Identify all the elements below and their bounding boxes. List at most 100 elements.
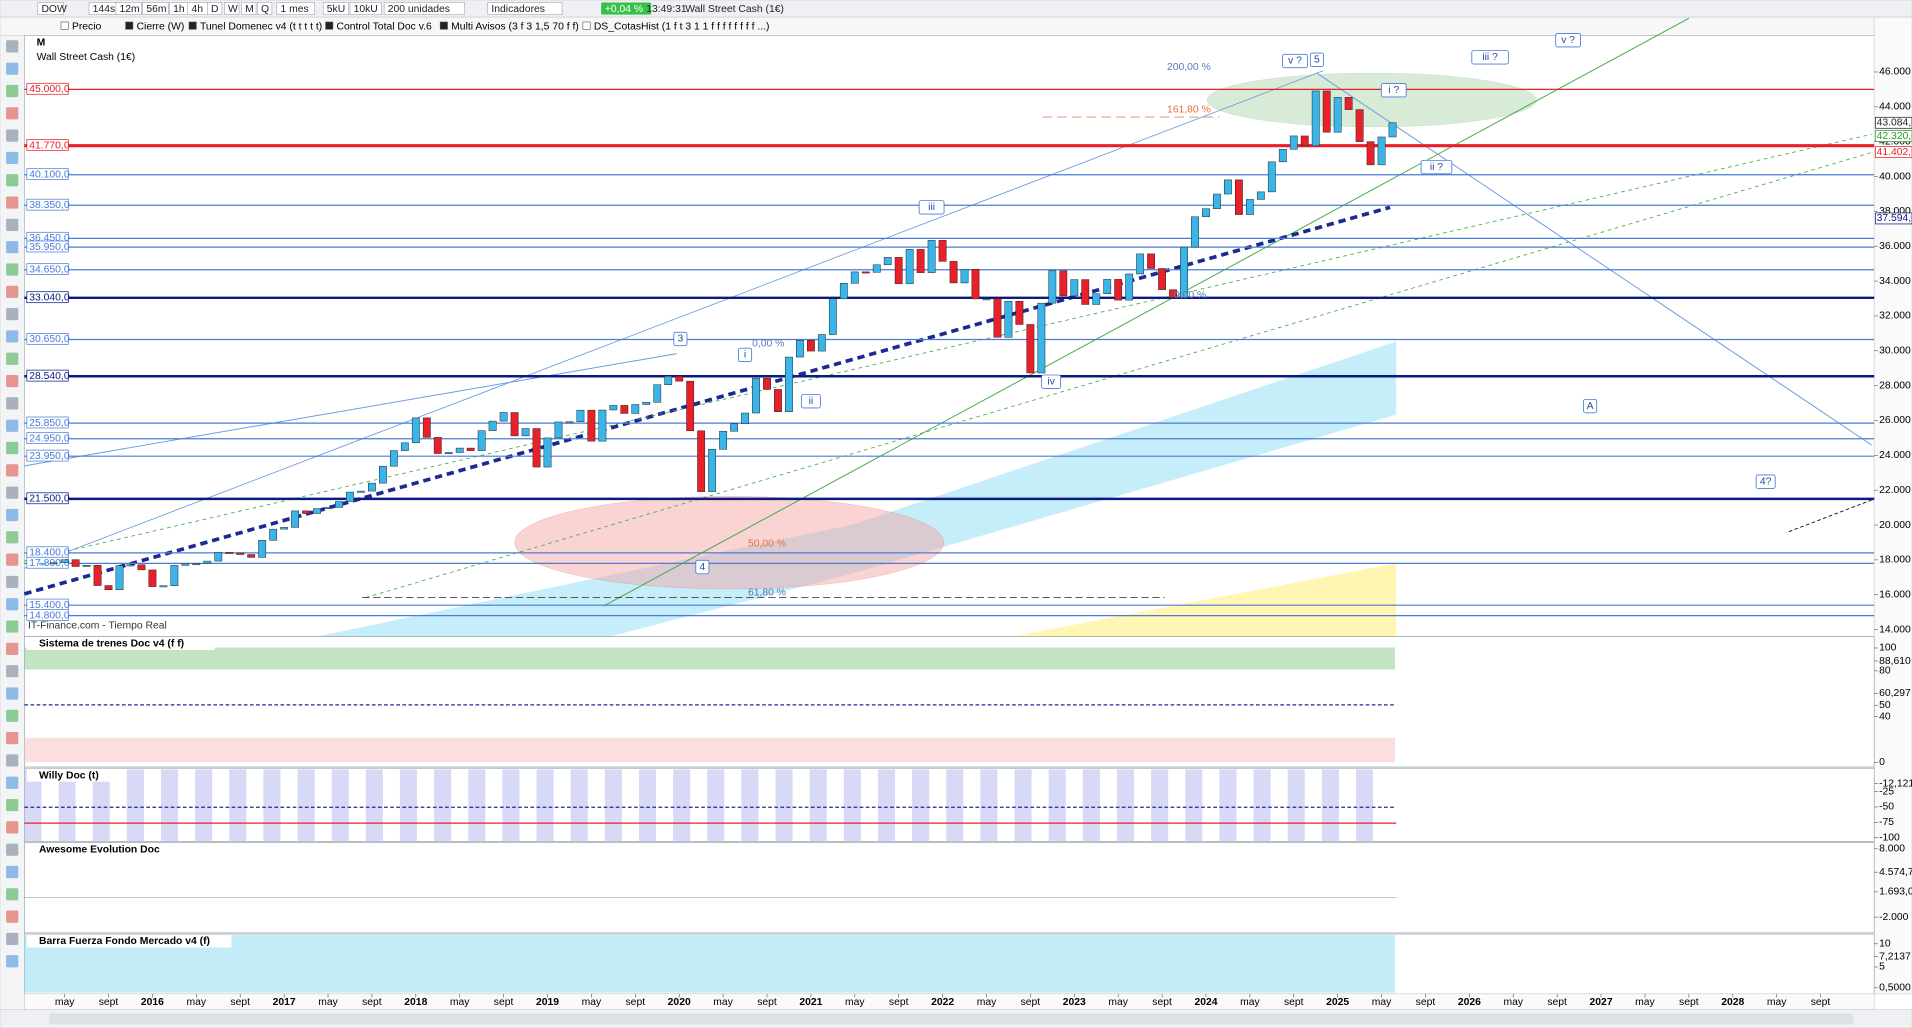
candle [587, 409, 596, 442]
tool-icon[interactable] [6, 910, 19, 923]
tool-icon[interactable] [6, 531, 19, 544]
tool-icon[interactable] [6, 932, 19, 946]
tool-icon[interactable] [6, 196, 19, 209]
candle [192, 563, 201, 566]
annotation-box [1282, 53, 1308, 69]
tool-icon[interactable] [6, 575, 19, 589]
annotation: ii [809, 396, 814, 407]
tool-icon[interactable] [6, 308, 19, 321]
toolbar-button[interactable] [206, 2, 223, 15]
tool-icon[interactable] [6, 642, 19, 655]
tool-icon[interactable] [6, 397, 19, 410]
tool-icon[interactable] [6, 620, 19, 633]
panel-tick-label: 8.000 [1879, 844, 1905, 855]
legend-checkbox[interactable] [325, 21, 334, 30]
level-label: 25.850,0 [29, 418, 70, 429]
toolbar-button[interactable] [322, 2, 350, 15]
band [946, 769, 964, 842]
tool-icon[interactable] [6, 107, 19, 120]
legend-item: Control Total Doc v.6 [337, 22, 432, 33]
annotation: 4? [1760, 476, 1772, 487]
candle [806, 339, 815, 352]
tool-icon[interactable] [6, 665, 19, 678]
tool-icon[interactable] [6, 709, 19, 722]
candle [1191, 216, 1199, 248]
tool-icon[interactable] [6, 374, 19, 388]
tool-icon[interactable] [6, 241, 19, 254]
candle [872, 264, 881, 273]
candle [565, 421, 574, 424]
toolbar-button[interactable] [383, 2, 465, 15]
legend-checkbox[interactable] [125, 21, 134, 30]
tool-icon[interactable] [6, 263, 19, 276]
level-label: 41.770,0 [29, 140, 70, 151]
tool-icon[interactable] [6, 174, 19, 187]
toolbar-button[interactable] [115, 2, 142, 15]
tool-icon[interactable] [6, 486, 19, 499]
tool-icon[interactable] [6, 888, 19, 901]
scrollbar[interactable] [48, 1013, 1854, 1025]
toolbar-button[interactable] [349, 2, 382, 15]
tool-icon[interactable] [6, 732, 19, 745]
x-tick-label: sept [1679, 997, 1699, 1008]
trend-line [23, 205, 1391, 596]
y-tick-label: 22.000 [1879, 485, 1911, 496]
candle [258, 540, 267, 558]
y-tick-label: 18.000 [1879, 555, 1911, 566]
tool-icon[interactable] [6, 285, 19, 298]
tool-icon[interactable] [6, 84, 19, 98]
toolbar-button[interactable] [224, 2, 240, 15]
toolbar-button[interactable] [256, 2, 273, 15]
tool-icon[interactable] [6, 218, 19, 231]
toolbar-button[interactable] [142, 2, 169, 15]
tool-icon[interactable] [6, 821, 19, 834]
band [229, 769, 247, 842]
tool-icon[interactable] [6, 129, 19, 142]
price-label: 41.402,0 [1877, 147, 1912, 158]
candle [1092, 293, 1101, 305]
tool-icon[interactable] [6, 40, 19, 53]
toolbar-text: Indicadores [491, 4, 545, 15]
legend-checkbox[interactable] [188, 21, 197, 30]
toolbar-button[interactable] [37, 2, 64, 15]
candle [532, 428, 541, 468]
toolbar-button[interactable] [487, 2, 563, 15]
tool-icon[interactable] [6, 687, 19, 700]
tool-icon[interactable] [6, 330, 19, 343]
level-label: 38.350,0 [29, 200, 70, 211]
tool-icon[interactable] [6, 419, 19, 432]
tool-icon[interactable] [6, 553, 19, 566]
candle [247, 554, 256, 558]
tool-icon[interactable] [6, 441, 19, 455]
tool-icon[interactable] [6, 754, 19, 767]
tool-icon[interactable] [6, 598, 19, 611]
tool-icon[interactable] [6, 151, 19, 165]
candle [126, 564, 135, 567]
panel-tick-label: -25 [1879, 786, 1894, 797]
tool-icon[interactable] [6, 62, 19, 75]
tool-icon[interactable] [6, 464, 19, 477]
panel-title: Awesome Evolution Doc [39, 845, 160, 856]
toolbar-button[interactable] [276, 2, 315, 15]
legend-checkbox[interactable] [439, 21, 448, 30]
candle [1388, 122, 1397, 138]
legend-checkbox[interactable] [582, 21, 591, 30]
tool-icon[interactable] [6, 508, 19, 522]
candle [916, 249, 925, 273]
tool-icon[interactable] [6, 865, 19, 879]
candle [949, 261, 958, 284]
tool-icon[interactable] [6, 955, 19, 968]
tool-icon[interactable] [6, 776, 19, 789]
level-label: 21.500,0 [29, 494, 70, 505]
toolbar-button[interactable] [241, 2, 257, 15]
candle [1289, 135, 1298, 150]
level-label: 23.950,0 [29, 451, 70, 462]
trend-line [1316, 72, 1873, 446]
tool-icon[interactable] [6, 352, 19, 365]
toolbar-text: 10kU [354, 4, 378, 15]
legend-checkbox[interactable] [60, 21, 69, 30]
candle [1125, 273, 1134, 301]
tool-icon[interactable] [6, 798, 19, 812]
candle [269, 528, 278, 541]
tool-icon[interactable] [6, 843, 19, 856]
